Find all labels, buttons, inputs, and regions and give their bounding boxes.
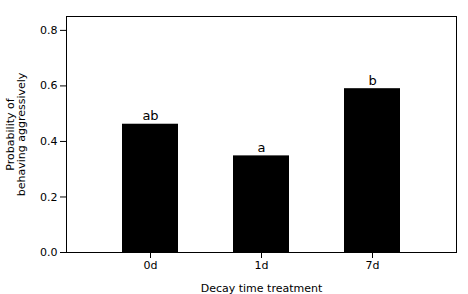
svg-text:0.2: 0.2 [40,190,58,203]
svg-text:Probability ofbehaving aggress: Probability ofbehaving aggressively [4,72,28,196]
svg-text:1d: 1d [255,259,269,272]
svg-text:7d: 7d [366,259,380,272]
svg-text:0.0: 0.0 [40,246,58,259]
svg-text:a: a [258,140,266,155]
svg-text:Decay time treatment: Decay time treatment [201,282,323,294]
svg-text:0.6: 0.6 [40,79,58,92]
svg-text:0.8: 0.8 [40,24,58,37]
svg-text:0.4: 0.4 [40,135,58,148]
svg-text:b: b [368,73,376,88]
svg-text:0d: 0d [144,259,158,272]
svg-text:ab: ab [142,108,158,123]
